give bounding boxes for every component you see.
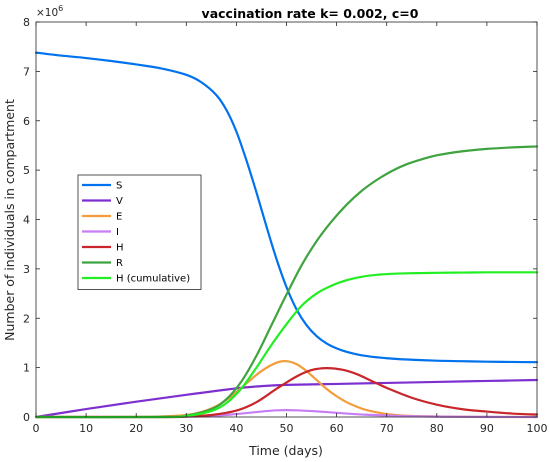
- x-tick-label: 20: [129, 422, 143, 435]
- y-axis-title: Number of individuals in compartment: [2, 99, 17, 341]
- legend-label: H (cumulative): [116, 274, 190, 285]
- x-tick-label: 80: [430, 422, 444, 435]
- series-line-h-cumulative: [34, 271, 539, 419]
- svg-text:×106: ×106: [36, 4, 63, 19]
- x-tick-label: 60: [330, 422, 344, 435]
- y-tick-label: 1: [23, 362, 30, 375]
- x-tick-label: 30: [179, 422, 193, 435]
- x-axis-title: Time (days): [248, 443, 323, 458]
- y-exponent-label: ×106: [36, 4, 63, 19]
- y-tick-label: 2: [23, 312, 30, 325]
- y-tick-label: 7: [23, 65, 30, 78]
- series-line-h: [34, 367, 539, 419]
- y-tick-label: 5: [23, 164, 30, 177]
- legend-label: E: [116, 212, 122, 223]
- x-tick-label: 40: [229, 422, 243, 435]
- legend-label: V: [116, 196, 123, 207]
- x-tick-label: 100: [527, 422, 548, 435]
- legend-label: I: [116, 227, 119, 238]
- x-tick-label: 70: [380, 422, 394, 435]
- legend-label: S: [116, 181, 122, 192]
- x-tick-label: 10: [79, 422, 93, 435]
- series-line-s: [34, 51, 539, 364]
- x-tick-label: 50: [280, 422, 294, 435]
- legend-label: R: [116, 258, 123, 269]
- y-tick-label: 4: [23, 214, 30, 227]
- chart-title: vaccination rate k= 0.002, c=0: [202, 6, 419, 21]
- y-tick-label: 3: [23, 263, 30, 276]
- y-exponent-power: 6: [58, 4, 63, 13]
- y-tick-label: 8: [23, 16, 30, 29]
- series-line-r: [34, 145, 539, 419]
- y-tick-label: 0: [23, 411, 30, 424]
- legend-label: H: [116, 243, 124, 254]
- plot-area: [34, 51, 539, 419]
- y-exponent-base: ×10: [36, 7, 58, 19]
- series-line-v: [34, 378, 539, 419]
- axes: 0 10 20 30 40 50 60 70 80 90 100 0 1 2 3 4 5 6 7 8: [23, 16, 548, 435]
- y-tick-label: 6: [23, 115, 30, 128]
- x-tick-label: 90: [480, 422, 494, 435]
- x-tick-label: 0: [33, 422, 40, 435]
